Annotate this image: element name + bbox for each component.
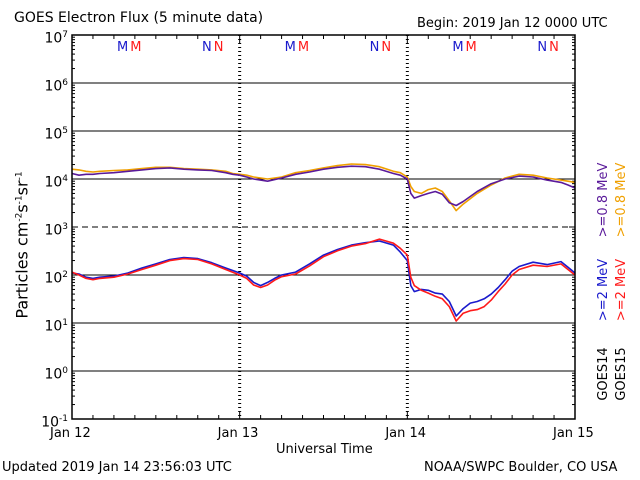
legend-goes14-high: >=2 MeV (596, 258, 611, 322)
y-tick-label: 107 (44, 30, 68, 47)
series-line-1 (71, 165, 576, 207)
x-tick-label: Jan 12 (50, 426, 91, 441)
legend-high-energy: >=2 MeV (596, 258, 611, 322)
x-tick-label: Jan 15 (553, 426, 594, 441)
begin-timestamp: Begin: 2019 Jan 12 0000 UTC (417, 16, 608, 31)
data-series (71, 163, 576, 322)
chart-title: GOES Electron Flux (5 minute data) (14, 10, 264, 26)
series-line-4 (71, 238, 576, 322)
y-tick-label: 104 (44, 174, 68, 191)
legend-goes15: GOES15 (614, 347, 629, 401)
legend-goes14-low: >=0.8 MeV (596, 162, 611, 238)
x-tick-label: Jan 13 (217, 426, 259, 441)
x-axis-label: Universal Time (276, 442, 373, 457)
updated-timestamp: Updated 2019 Jan 14 23:56:03 UTC (2, 460, 232, 475)
x-tick-label: Jan 14 (385, 426, 427, 441)
legend-high-energy-15: >=2 MeV (614, 258, 629, 322)
y-tick-label: 10-1 (41, 414, 68, 431)
legend-low-energy: >=0.8 MeV (596, 162, 611, 238)
legend-goes15-low: >=0.8 MeV (614, 162, 629, 238)
y-tick-label: 103 (44, 222, 68, 239)
y-axis-label: Particles cm-2s-1sr-1 (12, 171, 32, 319)
plot-frame (71, 34, 576, 420)
y-tick-label: 105 (44, 126, 68, 143)
y-tick-label: 101 (44, 318, 68, 335)
legend-low-energy-15: >=0.8 MeV (614, 162, 629, 238)
credit-text: NOAA/SWPC Boulder, CO USA (424, 460, 618, 475)
series-line-2 (71, 163, 576, 212)
y-tick-label: 102 (44, 270, 68, 287)
series-line-3 (71, 240, 576, 317)
plot-grid (71, 34, 576, 420)
y-tick-label: 100 (44, 366, 68, 383)
legend-goes15-high: >=2 MeV (614, 258, 629, 322)
legend-goes14: GOES14 (596, 347, 611, 401)
y-tick-label: 106 (44, 78, 68, 95)
